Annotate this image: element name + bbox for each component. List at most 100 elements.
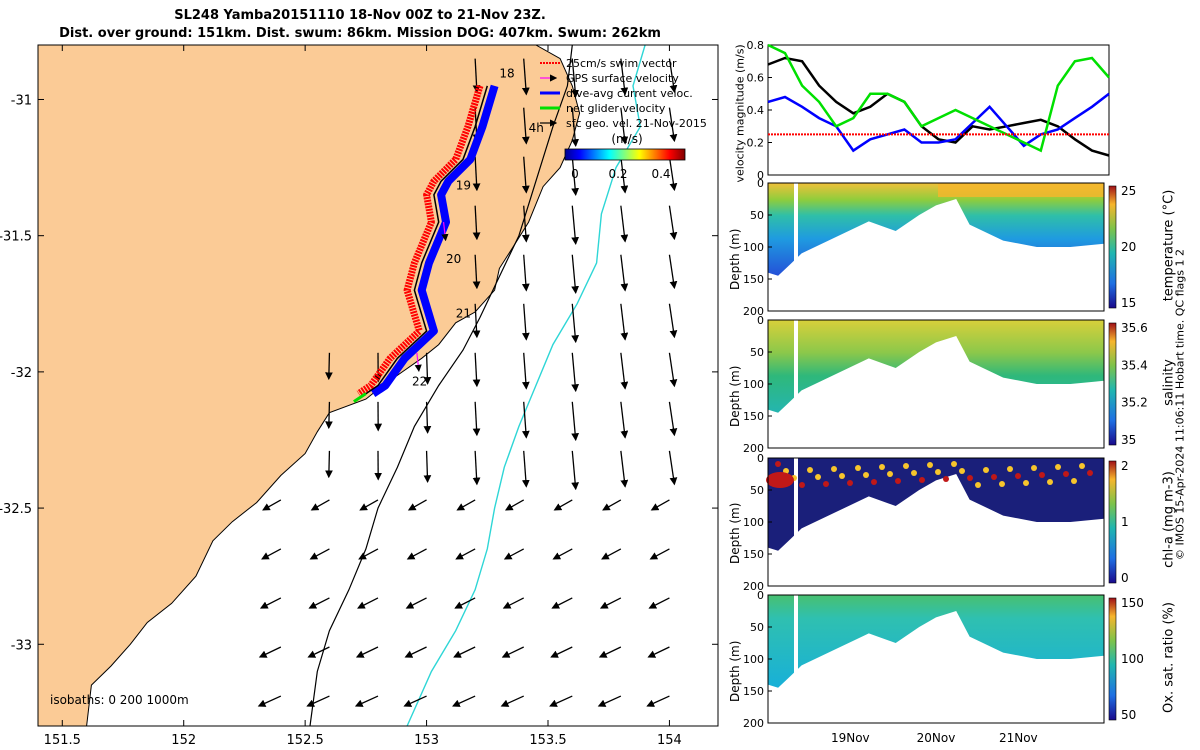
sfc-geo-arrow xyxy=(571,303,580,344)
vel-y-tick-label-4: 0.8 xyxy=(747,39,765,52)
sfc-geo-arrow xyxy=(456,499,476,511)
day-label-0: 18 xyxy=(499,67,514,81)
velocity-ylabel: velocity magnitude (m/s) xyxy=(733,44,747,183)
map-ticks: 151.5 152 152.5 153 153.5 154 -31 -31.5 -32 -32.5… xyxy=(0,45,718,748)
temperature-ylabel: Depth (m) xyxy=(728,228,742,290)
section-y-tick-label-1-2: 100 xyxy=(743,378,764,391)
sfc-geo-arrow xyxy=(472,401,481,437)
time-axis-ticks: 19Nov 20Nov 21Nov xyxy=(831,731,1038,745)
chl-blob xyxy=(967,475,973,481)
sfc-geo-arrow xyxy=(598,646,622,658)
sfc-geo-arrow xyxy=(620,450,629,488)
sfc-geo-arrow xyxy=(472,450,481,486)
sfc-geo-arrow xyxy=(503,548,525,560)
section-cbar-tick-3-1: 100 xyxy=(1121,652,1144,666)
chl-blob xyxy=(775,461,781,467)
gps-velocity-arrow xyxy=(441,221,449,242)
chl-blob xyxy=(871,479,877,485)
sfc-geo-arrow xyxy=(307,646,330,658)
sfc-geo-arrow xyxy=(521,450,530,488)
chl-blob xyxy=(1031,465,1037,471)
sfc-geo-arrow xyxy=(472,156,481,192)
sfc-geo-arrow xyxy=(453,646,476,658)
sfc-geo-arrow xyxy=(358,548,379,560)
glider-path-line xyxy=(365,85,489,395)
sfc-geo-arrow xyxy=(668,352,678,388)
sfc-geo-arrow xyxy=(571,352,580,393)
sfc-geo-arrow xyxy=(261,548,282,560)
map-colorbar-label: (m/s) xyxy=(611,132,642,146)
sfc-geo-arrow xyxy=(571,107,580,147)
section-y-tick-label-0-1: 50 xyxy=(750,209,764,222)
section-y-tick-label-3-4: 200 xyxy=(743,717,764,730)
sfc-geo-arrow xyxy=(668,254,678,290)
section-data-gap-0 xyxy=(794,183,798,279)
sfc-geo-arrow xyxy=(405,597,427,609)
map-colorbar-tick-0: 0 xyxy=(571,167,579,181)
sfc-geo-arrow xyxy=(571,401,580,442)
chlorophyll-ylabel: Depth (m) xyxy=(728,502,742,564)
section-cbar-tick-0-2: 15 xyxy=(1121,296,1136,310)
sfc-geo-arrow xyxy=(257,695,282,707)
section-y-tick-label-3-1: 50 xyxy=(750,621,764,634)
chl-blob xyxy=(823,481,829,487)
sfc-geo-arrow xyxy=(407,499,427,511)
sfc-geo-arrow xyxy=(325,352,333,381)
section-y-tick-label-1-1: 50 xyxy=(750,346,764,359)
chl-blob xyxy=(839,473,845,479)
sfc-geo-arrow xyxy=(620,205,629,243)
chl-blob xyxy=(903,463,909,469)
sfc-geo-arrow xyxy=(620,352,629,390)
sfc-geo-arrow xyxy=(647,646,670,658)
section-y-tick-label-1-3: 150 xyxy=(743,410,764,423)
map-y-tick-label-0: -31 xyxy=(11,93,32,108)
section-data-gap-3 xyxy=(794,595,798,691)
section-data-fill-3 xyxy=(768,595,1104,688)
velocity-series-0 xyxy=(767,56,1110,157)
chl-blob xyxy=(991,474,997,480)
chl-blob xyxy=(1039,472,1045,478)
map-x-tick-label-4: 153.5 xyxy=(529,733,566,748)
section-cbar-tick-0-1: 20 xyxy=(1121,240,1136,254)
section-cbar-tick-2-2: 0 xyxy=(1121,571,1129,585)
section-cbar-tick-3-0: 150 xyxy=(1121,596,1144,610)
chl-blob xyxy=(887,471,893,477)
chl-blob xyxy=(1047,479,1053,485)
sfc-geo-arrow xyxy=(620,58,629,96)
sfc-geo-arrow xyxy=(472,254,481,290)
sfc-geo-arrow xyxy=(521,303,530,341)
sfc-geo-arrow xyxy=(620,401,629,439)
chl-blob xyxy=(1087,470,1093,476)
velocity-series-2 xyxy=(767,43,1110,153)
sfc-geo-arrow xyxy=(571,58,580,98)
chl-blob xyxy=(863,472,869,478)
sfc-geo-arrow xyxy=(472,352,481,388)
sfc-geo-arrow xyxy=(601,548,622,560)
map-colorbar-tick-1: 0.2 xyxy=(608,167,627,181)
section-data-fill-1 xyxy=(768,320,1104,413)
sfc-geo-arrow xyxy=(325,450,333,479)
chl-max-patch xyxy=(766,472,794,488)
sfc-geo-arrow xyxy=(571,450,580,491)
map-frame xyxy=(37,44,719,727)
sfc-geo-arrow xyxy=(668,205,678,241)
sfc-geo-arrow xyxy=(355,646,379,658)
chl-blob xyxy=(919,477,925,483)
sfc-geo-arrow xyxy=(423,450,432,483)
sfc-geo-arrow xyxy=(550,646,573,658)
chl-blob xyxy=(951,461,957,467)
vel-y-tick-label-0: 0 xyxy=(757,169,764,182)
sfc-geo-arrow xyxy=(620,254,629,292)
vel-y-tick-label-3: 0.6 xyxy=(747,72,765,85)
sfc-geo-arrow xyxy=(650,499,670,511)
sfc-geo-arrow xyxy=(620,303,629,341)
section-cbar-tick-3-2: 50 xyxy=(1121,708,1136,722)
map-y-tick-label-1: -31.5 xyxy=(0,230,32,245)
sfc-geo-arrow xyxy=(501,646,524,658)
map-x-tick-label-2: 152.5 xyxy=(287,733,324,748)
sfc-geo-arrow xyxy=(521,156,530,194)
section-data-fill-0 xyxy=(768,183,1104,276)
map-y-tick-label-4: -33 xyxy=(11,638,32,653)
sfc-geo-arrow xyxy=(620,107,629,145)
